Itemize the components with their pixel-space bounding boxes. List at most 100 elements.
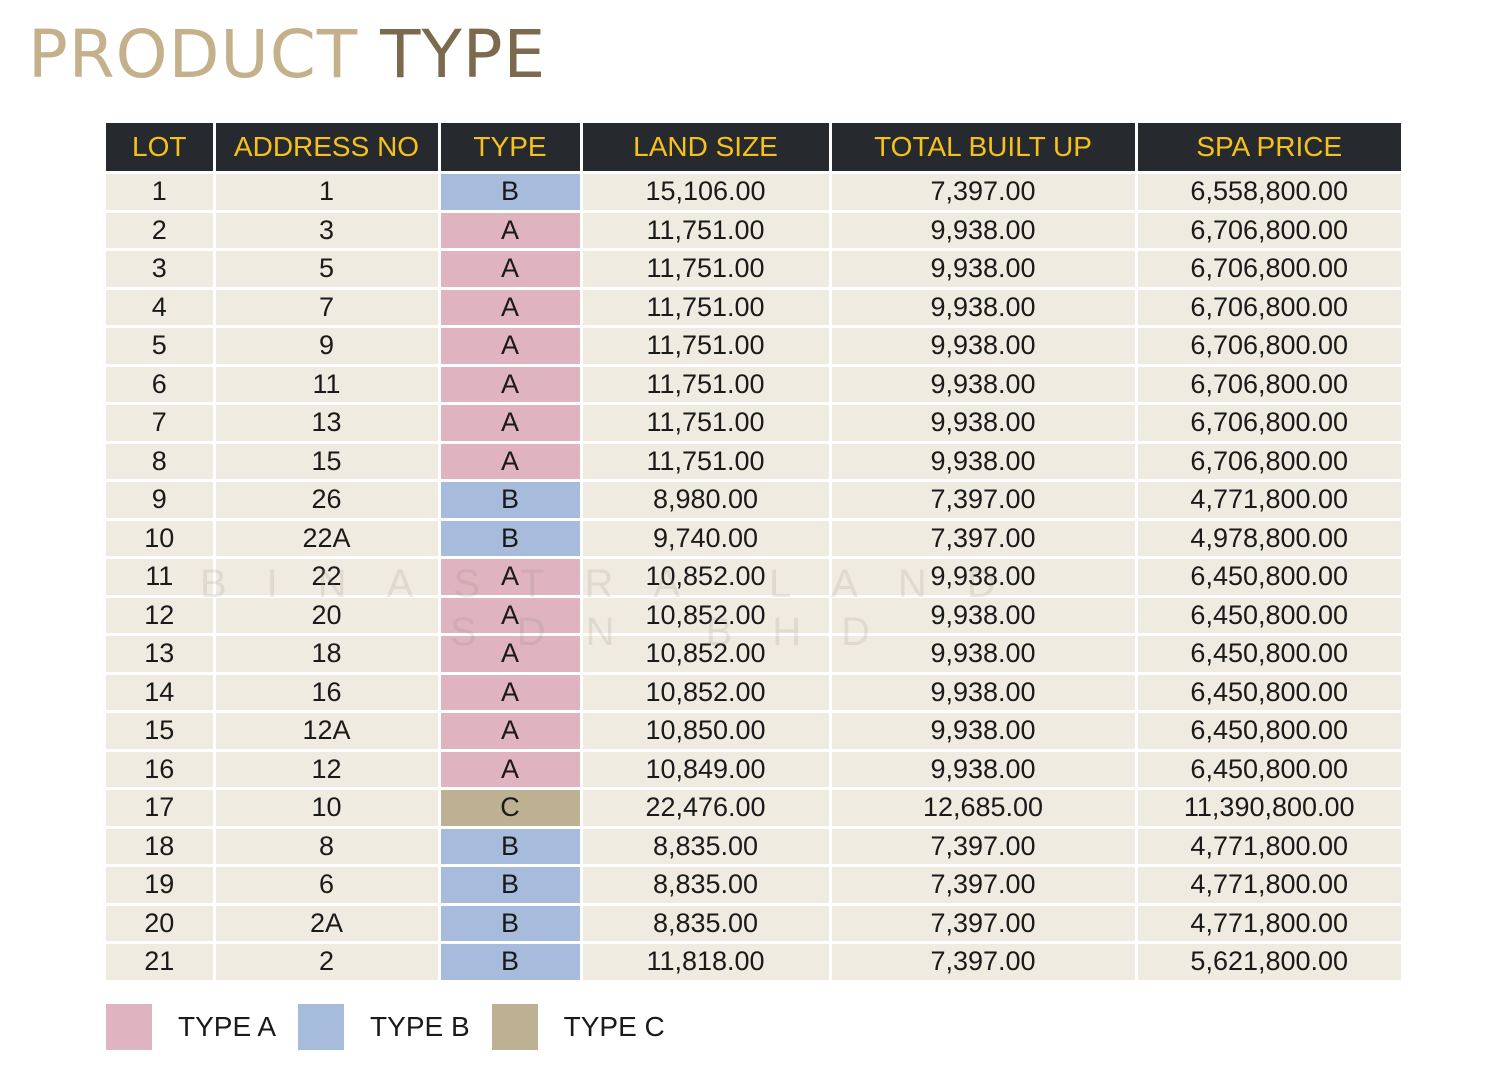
lot-cell: 18 xyxy=(106,827,214,867)
table-row: 18 8 B 8,835.00 7,397.00 4,771,800.00 xyxy=(106,827,1401,867)
spa-price-cell: 4,771,800.00 xyxy=(1134,904,1401,944)
total-built-up-cell: 9,938.00 xyxy=(828,442,1136,482)
total-built-up-cell: 9,938.00 xyxy=(828,403,1136,444)
address-no-cell: 13 xyxy=(212,403,439,444)
lot-cell: 10 xyxy=(106,519,214,559)
land-size-cell: 11,751.00 xyxy=(579,326,830,367)
type-cell: A xyxy=(437,596,581,636)
total-built-up-cell: 7,397.00 xyxy=(828,480,1136,521)
lot-cell: 20 xyxy=(106,904,214,944)
spa-price-cell: 4,771,800.00 xyxy=(1134,865,1401,906)
column-header-total-built-up: TOTAL BUILT UP xyxy=(828,123,1136,174)
address-no-cell: 26 xyxy=(212,480,439,521)
legend-swatch-type-a xyxy=(106,1004,152,1050)
table-row: 12 20 A 10,852.00 9,938.00 6,450,800.00 xyxy=(106,596,1401,636)
total-built-up-cell: 9,938.00 xyxy=(828,326,1136,367)
total-built-up-cell: 9,938.00 xyxy=(828,596,1136,636)
table-row: 14 16 A 10,852.00 9,938.00 6,450,800.00 xyxy=(106,673,1401,713)
address-no-cell: 8 xyxy=(212,827,439,867)
table-row: 20 2A B 8,835.00 7,397.00 4,771,800.00 xyxy=(106,904,1401,944)
land-size-cell: 11,751.00 xyxy=(579,288,830,328)
spa-price-cell: 6,706,800.00 xyxy=(1134,326,1401,367)
table-row: 21 2 B 11,818.00 7,397.00 5,621,800.00 xyxy=(106,942,1401,983)
address-no-cell: 16 xyxy=(212,673,439,713)
land-size-cell: 11,751.00 xyxy=(579,365,830,405)
type-cell: B xyxy=(437,942,581,983)
land-size-cell: 10,850.00 xyxy=(579,711,830,752)
land-size-cell: 9,740.00 xyxy=(579,519,830,559)
type-cell: A xyxy=(437,557,581,598)
address-no-cell: 9 xyxy=(212,326,439,367)
type-cell: A xyxy=(437,711,581,752)
land-size-cell: 11,818.00 xyxy=(579,942,830,983)
total-built-up-cell: 9,938.00 xyxy=(828,249,1136,290)
table-body: 1 1 B 15,106.00 7,397.00 6,558,800.00 2 3 A 11,75… xyxy=(106,172,1401,983)
type-cell: B xyxy=(437,172,581,213)
table-row: 19 6 B 8,835.00 7,397.00 4,771,800.00 xyxy=(106,865,1401,906)
address-no-cell: 2A xyxy=(212,904,439,944)
land-size-cell: 10,852.00 xyxy=(579,596,830,636)
spa-price-cell: 5,621,800.00 xyxy=(1134,942,1401,983)
land-size-cell: 11,751.00 xyxy=(579,249,830,290)
land-size-cell: 11,751.00 xyxy=(579,403,830,444)
total-built-up-cell: 7,397.00 xyxy=(828,519,1136,559)
type-cell: A xyxy=(437,634,581,675)
table-row: 6 11 A 11,751.00 9,938.00 6,706,800.00 xyxy=(106,365,1401,405)
table-row: 17 10 C 22,476.00 12,685.00 11,390,800.00 xyxy=(106,788,1401,829)
spa-price-cell: 6,706,800.00 xyxy=(1134,249,1401,290)
spa-price-cell: 6,706,800.00 xyxy=(1134,403,1401,444)
type-cell: A xyxy=(437,403,581,444)
total-built-up-cell: 9,938.00 xyxy=(828,288,1136,328)
column-header-address-no: ADDRESS NO xyxy=(212,123,439,174)
spa-price-cell: 11,390,800.00 xyxy=(1134,788,1401,829)
page-title: PRODUCT TYPE xyxy=(28,22,546,88)
spa-price-cell: 6,450,800.00 xyxy=(1134,596,1401,636)
lot-cell: 17 xyxy=(106,788,214,829)
type-cell: A xyxy=(437,249,581,290)
title-word-product: PRODUCT xyxy=(28,16,359,93)
lot-cell: 13 xyxy=(106,634,214,675)
table-header-row: LOT ADDRESS NO TYPE LAND SIZE TOTAL BUIL… xyxy=(106,123,1401,174)
land-size-cell: 8,980.00 xyxy=(579,480,830,521)
table-row: 5 9 A 11,751.00 9,938.00 6,706,800.00 xyxy=(106,326,1401,367)
address-no-cell: 22 xyxy=(212,557,439,598)
table-row: 11 22 A 10,852.00 9,938.00 6,450,800.00 xyxy=(106,557,1401,598)
table-row: 16 12 A 10,849.00 9,938.00 6,450,800.00 xyxy=(106,750,1401,790)
table-row: 3 5 A 11,751.00 9,938.00 6,706,800.00 xyxy=(106,249,1401,290)
lot-cell: 5 xyxy=(106,326,214,367)
lot-cell: 1 xyxy=(106,172,214,213)
type-cell: A xyxy=(437,442,581,482)
type-cell: B xyxy=(437,827,581,867)
product-table: LOT ADDRESS NO TYPE LAND SIZE TOTAL BUIL… xyxy=(106,123,1401,983)
table-row: 9 26 B 8,980.00 7,397.00 4,771,800.00 xyxy=(106,480,1401,521)
address-no-cell: 5 xyxy=(212,249,439,290)
spa-price-cell: 6,706,800.00 xyxy=(1134,442,1401,482)
spa-price-cell: 6,706,800.00 xyxy=(1134,365,1401,405)
land-size-cell: 10,849.00 xyxy=(579,750,830,790)
lot-cell: 8 xyxy=(106,442,214,482)
address-no-cell: 7 xyxy=(212,288,439,328)
type-cell: C xyxy=(437,788,581,829)
address-no-cell: 18 xyxy=(212,634,439,675)
address-no-cell: 6 xyxy=(212,865,439,906)
type-cell: B xyxy=(437,904,581,944)
lot-cell: 4 xyxy=(106,288,214,328)
table-row: 2 3 A 11,751.00 9,938.00 6,706,800.00 xyxy=(106,211,1401,251)
total-built-up-cell: 9,938.00 xyxy=(828,365,1136,405)
table-row: 1 1 B 15,106.00 7,397.00 6,558,800.00 xyxy=(106,172,1401,213)
spa-price-cell: 6,450,800.00 xyxy=(1134,750,1401,790)
lot-cell: 14 xyxy=(106,673,214,713)
spa-price-cell: 6,450,800.00 xyxy=(1134,673,1401,713)
legend-label-type-a: TYPE A xyxy=(178,1011,277,1042)
total-built-up-cell: 9,938.00 xyxy=(828,673,1136,713)
total-built-up-cell: 7,397.00 xyxy=(828,827,1136,867)
address-no-cell: 12A xyxy=(212,711,439,752)
address-no-cell: 3 xyxy=(212,211,439,251)
lot-cell: 12 xyxy=(106,596,214,636)
land-size-cell: 8,835.00 xyxy=(579,904,830,944)
land-size-cell: 8,835.00 xyxy=(579,865,830,906)
address-no-cell: 22A xyxy=(212,519,439,559)
spa-price-cell: 6,706,800.00 xyxy=(1134,211,1401,251)
type-cell: B xyxy=(437,480,581,521)
land-size-cell: 11,751.00 xyxy=(579,211,830,251)
